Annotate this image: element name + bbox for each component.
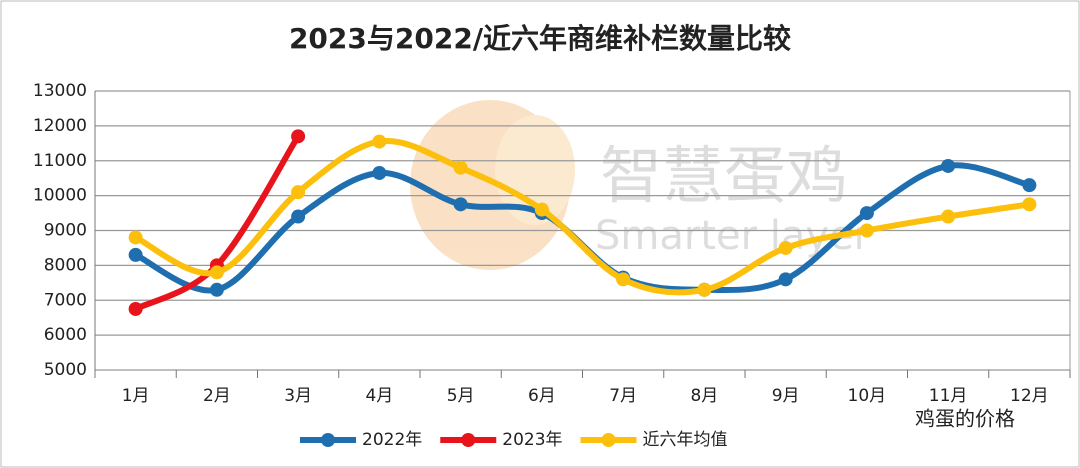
x-tick-label: 2月: [203, 386, 231, 406]
y-tick-label: 8000: [44, 255, 87, 275]
legend-swatch-dot: [321, 433, 335, 447]
x-tick-label: 11月: [929, 386, 968, 406]
point: [209, 265, 224, 280]
chart-title: 2023与2022/近六年商维补栏数量比较: [289, 22, 791, 55]
x-tick-label: 8月: [690, 386, 718, 406]
y-tick-label: 13000: [33, 81, 87, 101]
point: [453, 197, 468, 212]
y-tick-label: 5000: [44, 360, 87, 380]
watermark-text: 智慧蛋鸡: [600, 139, 848, 212]
watermark-logo: [410, 100, 575, 270]
point: [291, 129, 306, 144]
y-tick-label: 6000: [44, 325, 87, 345]
point: [778, 240, 793, 255]
point: [1022, 197, 1037, 212]
y-tick-label: 9000: [44, 221, 87, 241]
point: [941, 209, 956, 224]
point: [291, 209, 306, 224]
point: [209, 282, 224, 297]
point: [128, 301, 143, 316]
point: [616, 272, 631, 287]
x-tick-label: 12月: [1010, 386, 1049, 406]
x-tick-label: 4月: [365, 386, 393, 406]
y-tick-label: 12000: [33, 116, 87, 136]
point: [1022, 178, 1037, 193]
legend-label: 2023年: [502, 430, 562, 450]
point: [372, 134, 387, 149]
x-tick-label: 3月: [284, 386, 312, 406]
y-tick-label: 10000: [33, 186, 87, 206]
legend-label: 近六年均值: [643, 430, 728, 450]
x-tick-label: 9月: [772, 386, 800, 406]
legend-swatch-dot: [601, 433, 616, 447]
source-label: 鸡蛋的价格: [915, 407, 1015, 431]
x-tick-label: 7月: [609, 386, 637, 406]
point: [859, 223, 874, 238]
y-tick-label: 7000: [44, 290, 87, 310]
x-tick-label: 10月: [848, 386, 887, 406]
point: [372, 165, 387, 180]
x-tick-label: 5月: [447, 386, 475, 406]
point: [534, 202, 549, 217]
x-tick-label: 1月: [122, 386, 150, 406]
point: [941, 158, 956, 173]
legend-label: 2022年: [362, 430, 422, 450]
y-tick-label: 11000: [33, 151, 87, 171]
point: [859, 206, 874, 221]
point: [697, 282, 712, 297]
x-tick-label: 6月: [528, 386, 556, 406]
point: [128, 247, 143, 262]
legend-swatch-dot: [461, 433, 476, 447]
point: [778, 272, 793, 287]
point: [291, 185, 306, 200]
point: [453, 160, 468, 175]
point: [128, 230, 143, 245]
